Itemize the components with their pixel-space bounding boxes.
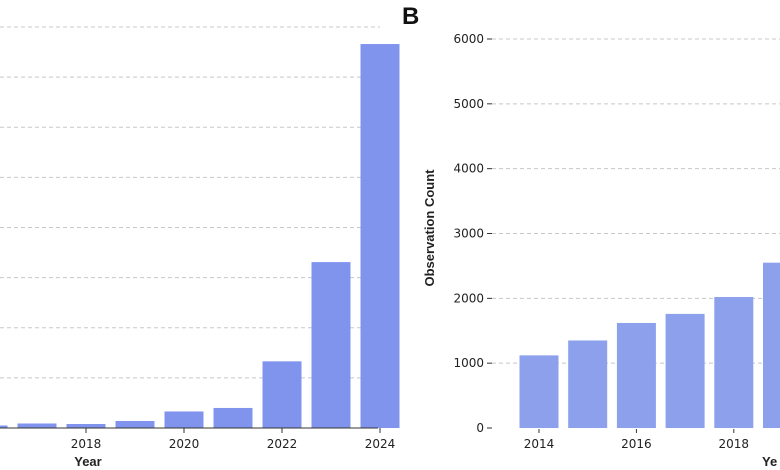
- panel-a-x-ticks: 2018 2020 2022 2024: [71, 428, 396, 451]
- panel-b-x-tick-label: 2014: [524, 437, 555, 451]
- panel-b-y-ticks: 0 1000 2000 3000 4000 5000 6000: [453, 32, 492, 435]
- panel-b-y-tick-label: 5000: [453, 97, 484, 111]
- panel-b-y-tick-label: 3000: [453, 227, 484, 241]
- panel-b-bar: [665, 313, 705, 428]
- panel-b-bars: [519, 262, 780, 428]
- panel-a-bar: [0, 425, 8, 428]
- panel-b-y-tick-label: 1000: [453, 356, 484, 370]
- panel-a-bar: [262, 361, 302, 428]
- panel-b-y-axis-title: Observation Count: [422, 169, 437, 287]
- panel-b-y-tick-label: 0: [476, 421, 484, 435]
- panel-a-x-axis-title: Year: [74, 454, 101, 469]
- panel-b-x-tick-label: 2018: [719, 437, 750, 451]
- panel-b-bar: [616, 322, 656, 428]
- panel-a-x-tick-label: 2022: [267, 437, 298, 451]
- panel-b-y-tick-label: 2000: [453, 291, 484, 305]
- panel-b-y-tick-label: 4000: [453, 162, 484, 176]
- panel-a-bar: [17, 423, 57, 428]
- panel-a-bar: [213, 407, 253, 428]
- panel-a-bar: [360, 44, 400, 428]
- panel-b-chart: B 0 1000 2000 3000 4000 5000 6000 2014 2016 2018…: [402, 3, 780, 469]
- panel-b-bar: [568, 340, 608, 428]
- panel-a-x-tick-label: 2018: [71, 437, 102, 451]
- panel-a-x-tick-label: 2024: [365, 437, 396, 451]
- panel-b-x-ticks: 2014 2016 2018: [524, 429, 749, 451]
- panel-a-gridlines: [0, 26, 380, 379]
- panel-b-label: B: [402, 3, 419, 30]
- panel-b-bar: [519, 355, 559, 428]
- panel-b-x-tick-label: 2016: [621, 437, 652, 451]
- panel-a-bar: [311, 262, 351, 428]
- panel-b-bar: [714, 297, 754, 428]
- panel-b-y-tick-label: 6000: [453, 32, 484, 46]
- panel-a-bar: [115, 420, 155, 428]
- panel-a-bars: [0, 44, 400, 428]
- panel-b-bar: [763, 262, 780, 428]
- panel-a-bar: [164, 411, 204, 428]
- panel-b-x-axis-title: Ye: [762, 454, 777, 469]
- panel-a-x-tick-label: 2020: [169, 437, 200, 451]
- panel-a-bar: [66, 423, 106, 428]
- panel-a-chart: 2018 2020 2022 2024 Year: [0, 26, 400, 469]
